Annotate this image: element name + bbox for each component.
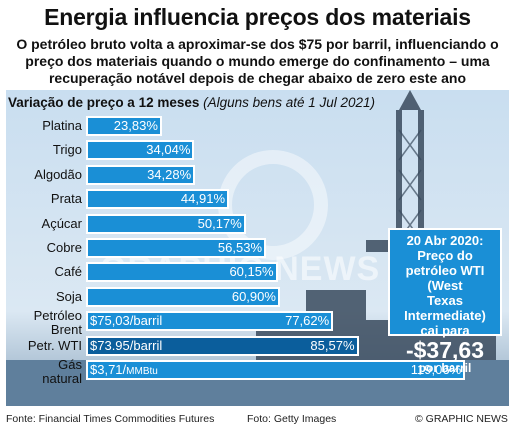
chart-heading-note: (Alguns bens até 1 Jul 2021) xyxy=(203,95,376,110)
bar xyxy=(86,164,196,185)
footer-photo-credit: Foto: Getty Images xyxy=(247,413,337,425)
chart-heading-title: Variação de preço a 12 meses xyxy=(8,95,200,110)
callout-line-5: cai para xyxy=(420,323,470,338)
category-label: Algodão xyxy=(34,166,82,182)
callout-line-4: Texas Intermediate) xyxy=(404,293,486,323)
bar-value-label: 44,91% xyxy=(180,191,226,207)
bar-value-label: 85,57% xyxy=(310,337,355,353)
category-label: Trigo xyxy=(52,142,82,158)
bar xyxy=(86,189,230,210)
category-label: Café xyxy=(54,264,82,280)
bar-price-label: $3,71/MMBtu xyxy=(90,362,158,377)
bar-value-label: 77,62% xyxy=(285,313,330,329)
bar-price-label: $75,03/barril xyxy=(90,313,163,329)
category-label: Petróleo Brent xyxy=(33,308,82,338)
bar xyxy=(86,262,278,283)
bar-value-label: 50,17% xyxy=(197,215,242,231)
bar-value-label: 34,28% xyxy=(147,166,192,182)
bar-value-label: 119,06% xyxy=(410,362,462,377)
bar-price-label: $73.95/barril xyxy=(90,337,163,353)
footer-source: Fonte: Financial Times Commodities Futur… xyxy=(6,413,215,425)
bar-value-label: 34,04% xyxy=(146,142,191,158)
category-label: Soja xyxy=(55,288,82,304)
chart-heading: Variação de preço a 12 meses (Alguns ben… xyxy=(8,95,375,110)
bar-price-unit: MMBtu xyxy=(126,366,158,377)
bar xyxy=(86,311,334,332)
bar-value-label: 60,90% xyxy=(231,288,276,304)
footer-copyright: © GRAPHIC NEWS xyxy=(415,413,508,425)
bar xyxy=(86,116,162,136)
chart-subtitle: O petróleo bruto volta a aproximar-se do… xyxy=(16,36,499,86)
bar xyxy=(86,238,267,258)
category-label: Cobre xyxy=(46,240,82,255)
bar-value-label: 23,83% xyxy=(113,118,158,133)
bar xyxy=(86,286,280,307)
bar xyxy=(86,335,359,356)
category-label: Açúcar xyxy=(41,215,82,231)
category-label: Gás natural xyxy=(42,357,82,386)
callout-line-2: Preço do xyxy=(417,248,473,263)
bar-value-label: 56,53% xyxy=(217,240,263,255)
category-label: Platina xyxy=(42,118,82,133)
category-label: Prata xyxy=(50,191,82,207)
bar xyxy=(86,360,466,380)
bar-value-label: 60,15% xyxy=(229,264,274,280)
category-label: Petr. WTI xyxy=(27,337,82,353)
callout-line-3: petróleo WTI (West xyxy=(405,263,485,293)
bar xyxy=(86,140,195,161)
wti-callout: 20 Abr 2020: Preço do petróleo WTI (West… xyxy=(388,228,502,375)
chart-title: Energia influencia preços dos materiais xyxy=(44,4,471,30)
callout-date: 20 Abr 2020: xyxy=(406,233,484,248)
callout-value: -$37,63 xyxy=(405,337,484,363)
callout-unit: por barril xyxy=(418,361,472,375)
bar xyxy=(86,213,246,234)
